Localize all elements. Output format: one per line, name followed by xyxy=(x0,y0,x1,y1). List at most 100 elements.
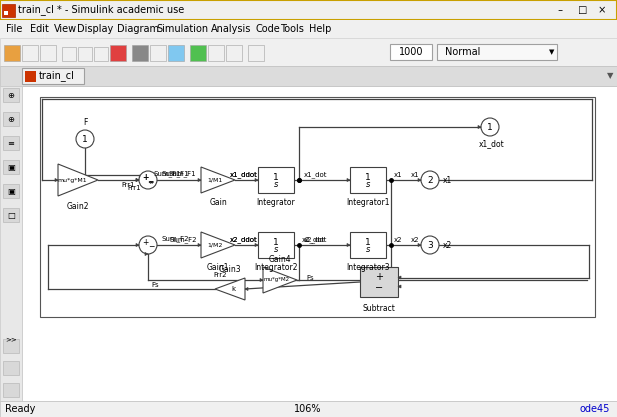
Text: x1_ddot: x1_ddot xyxy=(230,172,258,178)
Bar xyxy=(0,86,22,401)
Bar xyxy=(4,11,8,15)
Text: x1_dot: x1_dot xyxy=(479,139,505,148)
Text: −: − xyxy=(148,243,154,251)
Bar xyxy=(350,232,386,258)
Text: x2: x2 xyxy=(443,241,452,249)
Text: Simulation: Simulation xyxy=(156,24,209,34)
Text: x2_ddot: x2_ddot xyxy=(230,236,258,244)
Text: Gain2: Gain2 xyxy=(67,202,89,211)
Text: Frr2: Frr2 xyxy=(213,272,227,278)
Text: Sum_F1: Sum_F1 xyxy=(162,171,189,177)
Polygon shape xyxy=(201,167,235,193)
Text: 1/M2: 1/M2 xyxy=(207,243,223,248)
Text: 1/M1: 1/M1 xyxy=(207,178,223,183)
Polygon shape xyxy=(478,126,481,128)
Text: Frr1: Frr1 xyxy=(127,185,141,191)
Text: Sum_F1: Sum_F1 xyxy=(154,171,181,177)
Text: 1: 1 xyxy=(82,135,88,143)
Bar xyxy=(0,401,617,417)
Bar xyxy=(168,45,184,61)
Text: 1000: 1000 xyxy=(399,47,423,57)
Text: Gain: Gain xyxy=(209,198,227,207)
Text: x1: x1 xyxy=(411,172,420,178)
Circle shape xyxy=(139,171,157,189)
Polygon shape xyxy=(260,279,263,281)
Text: Integrator: Integrator xyxy=(257,198,296,207)
Polygon shape xyxy=(136,178,139,181)
Polygon shape xyxy=(255,244,258,246)
Bar xyxy=(22,68,84,84)
Text: x1: x1 xyxy=(394,172,403,178)
Text: ▼: ▼ xyxy=(549,49,555,55)
Polygon shape xyxy=(347,244,350,246)
Polygon shape xyxy=(136,178,139,181)
Bar xyxy=(3,339,19,353)
Text: s: s xyxy=(274,179,278,188)
Text: File: File xyxy=(6,24,22,34)
Text: −: − xyxy=(375,283,383,293)
Text: Subtract: Subtract xyxy=(363,304,395,313)
Bar xyxy=(22,86,617,401)
Polygon shape xyxy=(58,164,98,196)
Bar xyxy=(3,208,19,222)
Text: Help: Help xyxy=(308,24,331,34)
Bar xyxy=(62,47,76,61)
Text: ode45: ode45 xyxy=(579,404,610,414)
Bar xyxy=(3,136,19,150)
Bar xyxy=(0,38,617,66)
Circle shape xyxy=(421,171,439,189)
Text: +: + xyxy=(375,272,383,282)
Text: x1: x1 xyxy=(443,176,452,184)
Text: Sum_F2: Sum_F2 xyxy=(169,236,197,244)
Polygon shape xyxy=(398,276,401,279)
Text: F: F xyxy=(83,118,87,127)
Text: Frr1: Frr1 xyxy=(121,182,135,188)
Text: train_cl: train_cl xyxy=(39,70,75,81)
Text: Gain3: Gain3 xyxy=(218,265,241,274)
Bar xyxy=(4,45,20,61)
Text: ×: × xyxy=(595,5,610,15)
Text: 2: 2 xyxy=(427,176,433,184)
Bar xyxy=(3,184,19,198)
Text: View: View xyxy=(54,24,77,34)
Bar xyxy=(94,47,108,61)
Polygon shape xyxy=(398,285,401,288)
Bar xyxy=(2,4,15,17)
Bar xyxy=(25,71,36,82)
Bar xyxy=(150,45,166,61)
Text: Normal: Normal xyxy=(445,47,481,57)
Bar xyxy=(258,232,294,258)
Text: 1: 1 xyxy=(487,123,493,131)
Bar xyxy=(132,45,148,61)
Bar xyxy=(248,45,264,61)
Polygon shape xyxy=(418,244,421,246)
Polygon shape xyxy=(145,253,148,256)
Text: train_cl * - Simulink academic use: train_cl * - Simulink academic use xyxy=(18,5,184,15)
Text: Fs: Fs xyxy=(151,282,159,288)
Bar xyxy=(3,383,19,397)
Text: x1_dot: x1_dot xyxy=(304,172,328,178)
Text: ▼: ▼ xyxy=(607,71,613,80)
Text: –: – xyxy=(555,5,566,15)
Polygon shape xyxy=(198,178,201,181)
Text: Ready: Ready xyxy=(5,404,35,414)
Bar xyxy=(390,44,432,60)
Text: +: + xyxy=(142,238,148,246)
Circle shape xyxy=(421,236,439,254)
Text: □: □ xyxy=(575,5,590,15)
Text: 1: 1 xyxy=(365,173,371,181)
Bar xyxy=(22,45,38,61)
Bar xyxy=(360,267,398,297)
Bar xyxy=(350,167,386,193)
Circle shape xyxy=(76,130,94,148)
Text: x2_dot: x2_dot xyxy=(302,236,325,244)
Bar xyxy=(3,112,19,126)
Bar xyxy=(3,361,19,375)
Text: s: s xyxy=(366,179,370,188)
Bar xyxy=(3,160,19,174)
Polygon shape xyxy=(255,178,258,181)
Text: k: k xyxy=(231,286,235,292)
Text: Edit: Edit xyxy=(30,24,49,34)
Text: ▣: ▣ xyxy=(7,186,15,196)
Text: s: s xyxy=(366,244,370,254)
